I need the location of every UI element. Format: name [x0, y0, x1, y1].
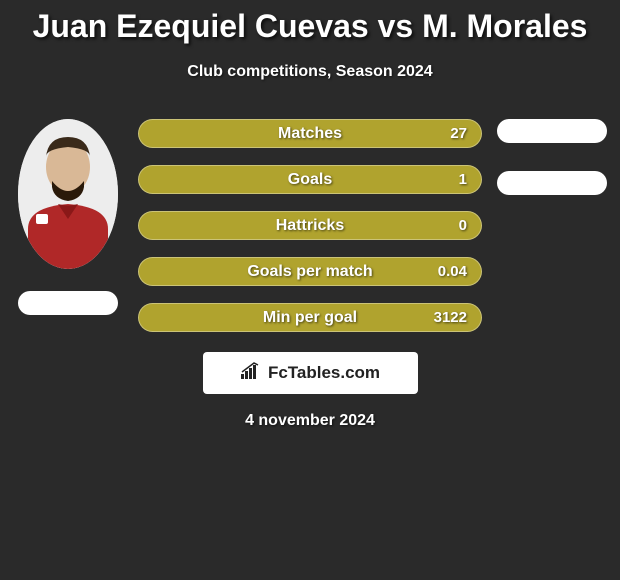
stat-label: Goals per match [247, 263, 372, 281]
footer: FcTables.com 4 november 2024 [0, 352, 620, 430]
stat-value: 0.04 [438, 263, 467, 280]
stat-bar-goals: Goals 1 [138, 165, 482, 194]
stat-bar-hattricks: Hattricks 0 [138, 211, 482, 240]
brand-box[interactable]: FcTables.com [203, 352, 418, 394]
brand-text: FcTables.com [268, 363, 380, 383]
chart-icon [240, 362, 262, 385]
stat-label: Hattricks [276, 217, 344, 235]
stat-label: Matches [278, 125, 342, 143]
player-right-column [492, 119, 612, 195]
stat-bar-matches: Matches 27 [138, 119, 482, 148]
player-right-name-pill-1 [497, 119, 607, 143]
stat-value: 3122 [434, 309, 467, 326]
player-left-avatar [18, 119, 118, 269]
page-title: Juan Ezequiel Cuevas vs M. Morales [0, 0, 620, 45]
stat-bar-min-per-goal: Min per goal 3122 [138, 303, 482, 332]
player-right-name-pill-2 [497, 171, 607, 195]
stat-bar-goals-per-match: Goals per match 0.04 [138, 257, 482, 286]
stat-value: 27 [450, 125, 467, 142]
stat-value: 0 [459, 217, 467, 234]
stat-value: 1 [459, 171, 467, 188]
player-left-column [8, 119, 128, 315]
comparison-main: Matches 27 Goals 1 Hattricks 0 Goals per… [0, 119, 620, 332]
stat-bars: Matches 27 Goals 1 Hattricks 0 Goals per… [128, 119, 492, 332]
stat-label: Goals [288, 171, 332, 189]
stat-label: Min per goal [263, 309, 357, 327]
date-text: 4 november 2024 [245, 412, 375, 430]
subtitle: Club competitions, Season 2024 [0, 63, 620, 81]
player-left-name-pill [18, 291, 118, 315]
